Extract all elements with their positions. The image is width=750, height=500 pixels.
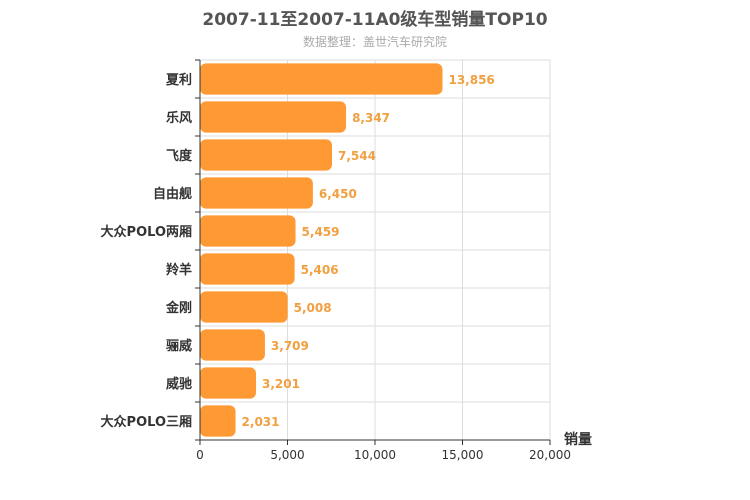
x-tick-label: 20,000 xyxy=(529,448,571,462)
x-tick-label: 5,000 xyxy=(270,448,304,462)
bar xyxy=(200,101,347,133)
chart-subtitle: 数据整理：盖世汽车研究院 xyxy=(302,35,447,49)
value-label: 5,008 xyxy=(294,301,332,315)
category-label: 骊威 xyxy=(166,338,192,354)
bar xyxy=(200,139,333,171)
bar xyxy=(200,405,236,437)
value-label: 6,450 xyxy=(319,187,357,201)
chart-title: 2007-11至2007-11A0级车型销量TOP10 xyxy=(202,10,548,30)
bar xyxy=(200,291,288,323)
category-label: 威驰 xyxy=(166,376,192,392)
value-label: 5,406 xyxy=(301,263,339,277)
bar xyxy=(200,215,296,247)
category-label: 羚羊 xyxy=(166,262,192,278)
bar xyxy=(200,329,265,361)
bar xyxy=(200,253,295,285)
value-label: 13,856 xyxy=(448,73,494,87)
bars-group: 夏利 13,856 乐风 8,347 飞度 7,544 自由舰 6,450 大众POLO两厢 5,… xyxy=(101,63,495,437)
x-axis-name: 销量 xyxy=(564,431,592,448)
bar xyxy=(200,367,257,399)
value-label: 2,031 xyxy=(242,415,280,429)
value-label: 3,709 xyxy=(271,339,309,353)
category-label: 自由舰 xyxy=(153,186,192,202)
category-label: 乐风 xyxy=(166,110,192,126)
category-label: 金刚 xyxy=(165,300,192,316)
axes: 0 5,000 10,000 15,000 20,000 xyxy=(195,59,571,462)
category-label: 大众POLO两厢 xyxy=(101,224,192,240)
value-label: 8,347 xyxy=(352,111,390,125)
x-tick-label: 15,000 xyxy=(442,448,484,462)
value-label: 3,201 xyxy=(262,377,300,391)
value-label: 5,459 xyxy=(302,225,340,239)
category-label: 夏利 xyxy=(165,72,192,88)
x-tick-label: 0 xyxy=(196,448,204,462)
value-label: 7,544 xyxy=(338,149,376,163)
category-label: 大众POLO三厢 xyxy=(101,414,192,430)
category-label: 飞度 xyxy=(166,148,193,164)
bar xyxy=(200,63,443,95)
bar xyxy=(200,177,313,209)
x-tick-label: 10,000 xyxy=(354,448,396,462)
